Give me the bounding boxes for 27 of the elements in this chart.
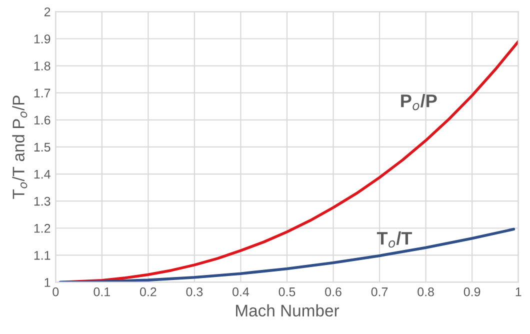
y-tick-label: 1.3	[34, 196, 50, 206]
x-tick-label: 1	[516, 288, 522, 296]
x-tick-label: 0.6	[325, 287, 342, 296]
y-tick-label: 1.6	[34, 116, 50, 125]
series-label: P$_{o}$/P	[401, 94, 437, 110]
series-label: T$_{o}$/T	[376, 231, 412, 248]
y-tick-label: 1.9	[34, 34, 50, 44]
y-tick-label: 1	[44, 278, 50, 287]
x-tick-label: 0.1	[94, 287, 110, 296]
x-axis-title: Mach Number	[236, 304, 340, 317]
line-series	[58, 228, 516, 282]
y-tick-label: 1.5	[34, 142, 50, 152]
y-axis-title: T$_{o}$/T and P$_{o}$/P	[12, 96, 28, 199]
y-tick-label: 1.1	[34, 251, 50, 260]
x-tick-label: 0.2	[140, 287, 156, 296]
y-tick-label: 1.2	[34, 224, 50, 233]
x-tick-label: 0.5	[278, 287, 296, 296]
y-tick-label: 1.4	[34, 170, 50, 179]
y-tick-label: 1.7	[34, 88, 50, 98]
x-tick-label: 0.7	[371, 287, 388, 296]
x-tick-label: 0.8	[418, 287, 434, 296]
x-tick-label: 0.4	[232, 287, 250, 296]
y-tick-label: 1.8	[34, 62, 50, 70]
x-tick-label: 0.9	[464, 287, 480, 296]
x-tick-label: 0.3	[186, 287, 203, 296]
x-tick-label: 0	[52, 287, 59, 296]
y-tick-label: 2	[44, 7, 50, 16]
